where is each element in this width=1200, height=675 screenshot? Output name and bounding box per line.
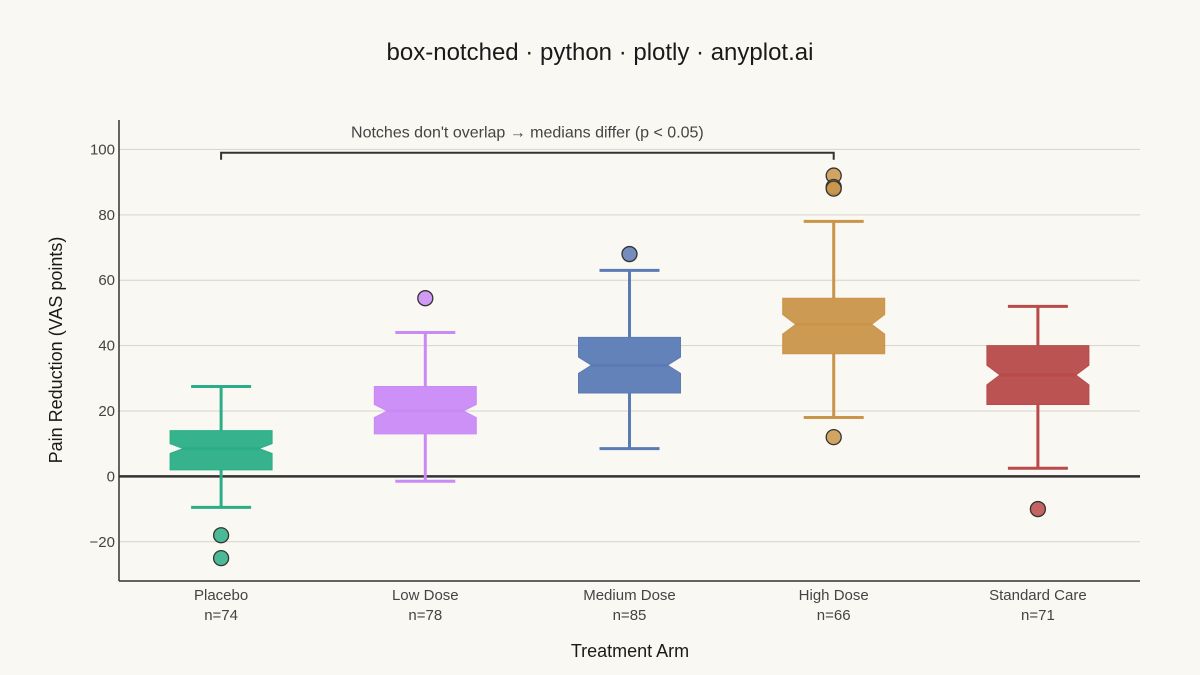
notched-box [782,297,886,355]
x-category-count: n=66 [817,607,851,624]
y-tick-label: 80 [98,207,115,224]
x-category-count: n=85 [613,607,647,624]
outlier-point [825,180,842,197]
box-placebo [169,384,273,567]
x-category-count: n=71 [1021,607,1055,624]
x-category-label: Low Dose [392,587,459,604]
outlier-point [417,290,434,307]
annotation-text: Notches don't overlap → medians differ (… [351,125,704,142]
chart-title: box-notched · python · plotly · anyplot.… [387,39,814,66]
bracket-line [220,151,835,160]
x-axis-title: Treatment Arm [571,641,689,661]
y-axis-title: Pain Reduction (VAS points) [46,237,66,464]
y-tick-label: 0 [107,468,115,485]
box-series [169,167,1090,567]
x-category-label: Standard Care [989,587,1087,604]
outlier-point [1029,500,1047,518]
x-axis-categories: Placebo n=74 Low Dose n=78 Medium Dose n=85 Hi… [194,587,1087,624]
y-tick-label: 60 [98,272,115,289]
outlier-point [825,428,842,446]
outlier-point [212,549,230,567]
y-tick-label: 20 [98,403,115,420]
y-axis-ticks: −20 0 20 40 60 80 100 [90,141,115,550]
notched-box [169,430,273,471]
box-high-dose [782,167,886,446]
x-category-label: High Dose [799,587,869,604]
annotation-bracket: Notches don't overlap → medians differ (… [220,125,835,160]
x-category-label: Placebo [194,587,248,604]
box-standard-care [986,304,1090,518]
box-medium-dose [578,245,681,451]
x-category-count: n=78 [408,607,442,624]
outlier-point [212,527,230,544]
x-category-count: n=74 [204,607,238,624]
y-tick-label: −20 [90,534,115,551]
box-low-dose [373,290,477,483]
outlier-point [621,245,638,263]
x-category-label: Medium Dose [583,587,676,604]
y-tick-label: 100 [90,141,115,158]
y-tick-label: 40 [98,338,115,355]
